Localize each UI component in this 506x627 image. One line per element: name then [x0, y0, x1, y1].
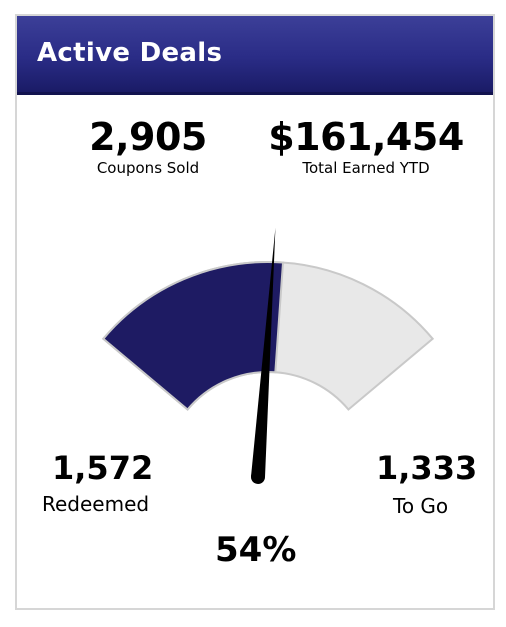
total-earned-label: Total Earned YTD: [302, 159, 430, 177]
redeemed-label: Redeemed: [42, 492, 150, 516]
coupons-sold-label: Coupons Sold: [96, 159, 200, 177]
active-deals-card: Active Deals: [15, 14, 495, 610]
total-earned-value: $161,454: [268, 115, 464, 159]
total-earned-stat: $161,454 Total Earned YTD: [268, 118, 464, 177]
to-go-label: To Go: [393, 494, 449, 518]
card-header: Active Deals: [17, 16, 493, 95]
gauge-needle: [251, 227, 276, 478]
gauge-redeemed-segment: [101, 261, 285, 411]
percent-redeemed: 54%: [215, 530, 297, 570]
card-title: Active Deals: [37, 38, 223, 68]
to-go-value: 1,333: [376, 449, 478, 487]
redeemed-value: 1,572: [52, 449, 154, 487]
gauge-needle-base: [251, 470, 265, 484]
coupons-sold-stat: 2,905 Coupons Sold: [88, 118, 208, 177]
coupons-sold-value: 2,905: [89, 115, 207, 159]
